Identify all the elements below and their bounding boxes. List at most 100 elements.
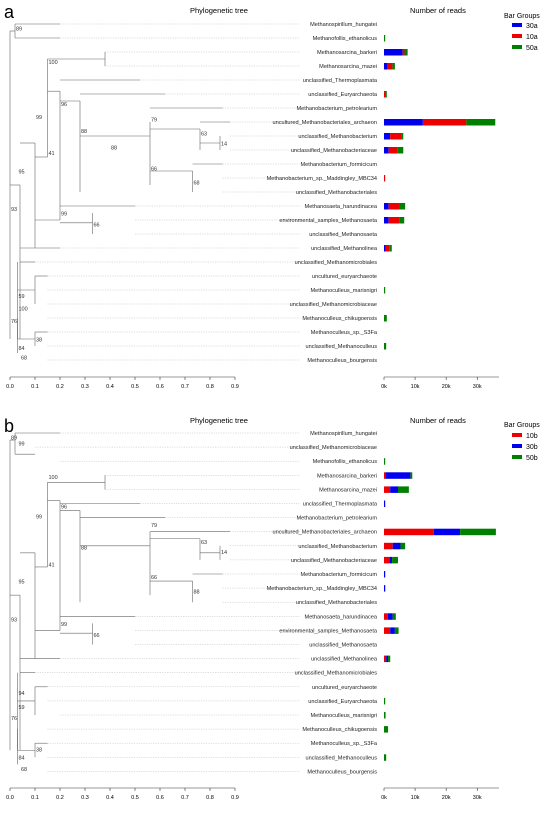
read-bar-segment: [388, 203, 400, 210]
taxon-label: unclassified_Methanobacteriales: [296, 600, 377, 606]
legend-label: 30a: [526, 23, 538, 30]
tree-axis-tick: 0.1: [31, 795, 39, 801]
read-bar-segment: [389, 556, 393, 564]
taxon-label: Methanoculleus_chikugoensis: [302, 316, 377, 322]
read-bar-segment: [397, 486, 409, 493]
read-bar-segment: [388, 147, 398, 154]
bootstrap-value: 88: [81, 546, 87, 552]
read-bar-segment: [384, 458, 386, 465]
panel-b-tree-title: Phylogenetic tree: [190, 416, 248, 425]
tree-axis-tick: 0.8: [206, 795, 214, 801]
bootstrap-value: 99: [61, 211, 67, 217]
bootstrap-value: 66: [94, 223, 100, 229]
reads-axis-tick: 0k: [381, 384, 387, 390]
read-bar-segment: [392, 542, 401, 550]
taxon-label: Methanobacterium_petrolearium: [296, 106, 377, 112]
read-bar-segment: [384, 627, 391, 634]
read-bar-segment: [384, 571, 386, 578]
read-bar-segment: [384, 287, 386, 294]
legend-label: 50b: [526, 455, 538, 462]
tree-axis-tick: 0.1: [31, 384, 39, 390]
bootstrap-value: 99: [36, 515, 42, 521]
tree-axis-tick: 0.6: [156, 795, 164, 801]
reads-axis-tick: 20k: [442, 795, 451, 801]
taxon-label: Methanosaeta_harundinacea: [305, 204, 378, 210]
read-bar-segment: [384, 315, 387, 322]
taxon-label: Methanofollis_ethanolicus: [313, 459, 378, 465]
tree-axis-tick: 0.6: [156, 384, 164, 390]
read-bar-segment: [466, 119, 496, 126]
taxon-label: unclassified_Methanobacteriaceae: [291, 558, 377, 564]
read-bar-segment: [385, 91, 387, 98]
bootstrap-value: 76: [11, 716, 17, 722]
bootstrap-value: 84: [19, 756, 25, 762]
read-bar-segment: [384, 91, 386, 98]
legend-label: 10b: [526, 433, 538, 440]
bootstrap-value: 96: [61, 102, 67, 108]
legend-swatch: [512, 34, 522, 38]
taxon-label: Methanoculleus_bourgensis: [307, 769, 377, 775]
taxon-label: Methanobacterium_formicicum: [301, 162, 378, 168]
panel-b-bootstrap-values: 8999100969979638814416688959966939459763…: [11, 436, 227, 773]
panel-a-legend-title: Bar Groups: [504, 13, 540, 20]
legend-swatch: [512, 23, 522, 27]
bootstrap-value: 66: [151, 167, 157, 173]
taxon-label: unclassified_Euryarchaeota: [308, 699, 378, 705]
taxon-label: Methanobacterium_petrolearium: [296, 516, 377, 522]
tree-axis-tick: 0.2: [56, 384, 64, 390]
bootstrap-value: 99: [36, 115, 42, 121]
read-bar-segment: [402, 49, 405, 56]
bootstrap-value: 95: [19, 579, 25, 585]
bootstrap-value: 93: [11, 207, 17, 213]
bootstrap-value: 66: [94, 633, 100, 639]
taxon-label: uncultured_euryarchaeote: [312, 274, 377, 280]
bootstrap-value: 66: [151, 575, 157, 581]
bootstrap-value: 93: [11, 618, 17, 624]
read-bar-segment: [384, 217, 389, 224]
read-bar-segment: [404, 49, 408, 56]
legend-swatch: [512, 455, 522, 459]
taxon-label: unclassified_Thermoplasmata: [303, 78, 378, 84]
read-bar-segment: [389, 245, 392, 252]
bootstrap-value: 79: [151, 118, 157, 124]
read-bar-segment: [384, 175, 386, 182]
read-bar-segment: [384, 754, 387, 761]
panel-a-letter: a: [4, 2, 15, 22]
taxon-label: Methanobacterium_sp._Maddingley_MBC34: [267, 176, 377, 182]
taxon-label: Methanoculleus_sp._S3Fa: [311, 330, 378, 336]
read-bar-segment: [433, 528, 461, 536]
bootstrap-value: 88: [81, 129, 87, 135]
tree-axis-tick: 0.5: [131, 795, 139, 801]
taxon-label: Methanoculleus_bourgensis: [307, 358, 377, 364]
bootstrap-value: 14: [221, 550, 227, 556]
bootstrap-value: 63: [201, 540, 207, 546]
bootstrap-value: 95: [19, 169, 25, 175]
taxon-label: unclassified_Thermoplasmata: [303, 502, 378, 508]
panel-b-taxon-labels: Methanospirillum_hungatei unclassified_Me…: [267, 431, 378, 775]
read-bar-segment: [390, 133, 402, 140]
read-bar-segment: [384, 119, 423, 126]
read-bar-segment: [410, 472, 413, 479]
read-bar-segment: [384, 726, 389, 733]
read-bar-segment: [384, 542, 393, 550]
read-bar-segment: [387, 63, 393, 70]
reads-axis-tick: 10k: [411, 384, 420, 390]
panel-b-axes: 0.0 0.1 0.2 0.3 0.4 0.5 0.6 0.7 0.8 0.9 0k 10k 20k 30…: [6, 787, 499, 801]
read-bar-segment: [384, 63, 388, 70]
taxon-label: Methanoculleus_sp._S3Fa: [311, 741, 378, 747]
taxon-label: unclassified_Methanosaeta: [309, 232, 378, 238]
read-bar-segment: [388, 217, 400, 224]
read-bar-segment: [384, 147, 389, 154]
panel-a-reads-title: Number of reads: [410, 6, 466, 15]
tree-axis-tick: 0.9: [231, 384, 239, 390]
read-bar-segment: [397, 147, 404, 154]
bootstrap-value: 59: [19, 294, 25, 300]
panel-b-tree: [9, 432, 300, 772]
taxon-label: unclassified_Methanolinea: [311, 246, 378, 252]
tree-axis-tick: 0.4: [106, 795, 114, 801]
read-bar-segment: [399, 217, 405, 224]
tree-axis-tick: 0.7: [181, 795, 189, 801]
read-bar-segment: [384, 49, 403, 56]
legend-label: 50a: [526, 45, 538, 52]
taxon-label: Methanosarcina_barkeri: [317, 50, 377, 56]
